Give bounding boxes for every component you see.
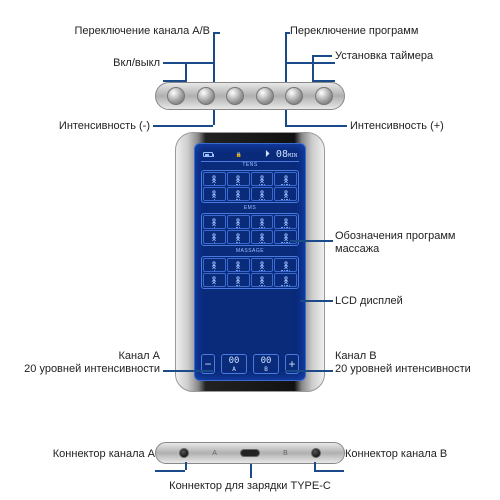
label-channel-b: Канал В 20 уровней интенсивности <box>335 350 495 376</box>
program-cell <box>274 230 297 244</box>
program-cell <box>227 273 250 287</box>
label-connector-a: Коннектор канала А <box>0 448 155 461</box>
program-cell <box>203 258 226 272</box>
lock-icon: 🔒 <box>236 152 242 158</box>
callout-line <box>312 55 332 57</box>
status-bar: 🔒 ⏵ 08MIN <box>201 148 299 162</box>
callout-line <box>285 62 335 64</box>
program-cell <box>227 230 250 244</box>
label-timer-set: Установка таймера <box>335 50 495 63</box>
label-connector-b: Коннектор канала В <box>345 448 500 461</box>
port-label-b: B <box>283 450 288 457</box>
label-programs-switch: Переключение программ <box>290 25 490 38</box>
button-intensity-minus[interactable] <box>197 87 215 105</box>
button-onoff[interactable] <box>167 87 185 105</box>
program-cell <box>203 215 226 229</box>
callout-line <box>285 370 333 372</box>
program-cell <box>227 172 250 186</box>
jack-a[interactable] <box>179 448 189 458</box>
channel-b-box: 00 B <box>253 354 279 374</box>
callout-line <box>290 240 333 242</box>
button-timer[interactable] <box>315 87 333 105</box>
program-cell <box>274 273 297 287</box>
callout-line <box>185 462 187 470</box>
callout-line <box>213 108 215 125</box>
callout-line <box>155 470 185 472</box>
callout-line <box>285 32 287 82</box>
program-cell <box>251 215 274 229</box>
program-cell <box>251 273 274 287</box>
channel-display: − 00 A 00 B + <box>201 352 299 376</box>
bottom-connector-bar: A B <box>155 442 345 464</box>
program-cell <box>203 187 226 201</box>
callout-line <box>300 300 333 302</box>
program-cell <box>203 273 226 287</box>
button-intensity-plus[interactable] <box>285 87 303 105</box>
lcd-screen: 🔒 ⏵ 08MIN TENS EMS MASSAGE − 00 A <box>194 143 306 381</box>
program-cell <box>274 215 297 229</box>
port-label-a: A <box>212 450 217 457</box>
program-cell <box>251 172 274 186</box>
channel-a-box: 00 A <box>221 354 247 374</box>
jack-b[interactable] <box>311 448 321 458</box>
label-intensity-plus: Интенсивность (+) <box>350 120 500 133</box>
grid-tens <box>201 170 299 203</box>
callout-line <box>185 62 187 82</box>
label-massage-programs: Обозначения программ массажа <box>335 230 495 256</box>
section-label-ems: EMS <box>195 205 305 211</box>
label-channel-ab: Переключение канала А/В <box>0 25 210 38</box>
program-cell <box>251 187 274 201</box>
program-cell <box>251 230 274 244</box>
callout-line <box>163 370 213 372</box>
callout-line <box>153 125 213 127</box>
callout-line <box>312 55 314 82</box>
program-cell <box>251 258 274 272</box>
callout-line <box>285 125 347 127</box>
button-channel-ab[interactable] <box>226 87 244 105</box>
program-cell <box>227 215 250 229</box>
battery-icon <box>203 152 213 157</box>
section-label-massage: MASSAGE <box>195 248 305 254</box>
label-lcd: LCD дисплей <box>335 295 495 308</box>
program-cell <box>203 172 226 186</box>
grid-massage <box>201 256 299 289</box>
program-cell <box>203 230 226 244</box>
label-onoff: Вкл/выкл <box>0 57 160 70</box>
usb-c-port[interactable] <box>240 449 260 457</box>
callout-line <box>163 62 213 64</box>
timer-value: ⏵ 08MIN <box>265 149 297 160</box>
program-cell <box>274 258 297 272</box>
label-intensity-minus: Интенсивность (-) <box>0 120 150 133</box>
callout-line <box>314 462 316 470</box>
callout-line <box>314 470 344 472</box>
top-button-bar <box>155 82 345 110</box>
program-cell <box>227 258 250 272</box>
program-cell <box>274 187 297 201</box>
device-body: 🔒 ⏵ 08MIN TENS EMS MASSAGE − 00 A <box>175 132 325 392</box>
callout-line <box>213 32 220 34</box>
label-usbc: Коннектор для зарядки TYPE-C <box>120 480 380 493</box>
grid-ems <box>201 213 299 246</box>
callout-line <box>285 108 287 125</box>
program-cell <box>274 172 297 186</box>
program-cell <box>227 187 250 201</box>
callout-line <box>213 32 215 82</box>
section-label-tens: TENS <box>195 162 305 168</box>
button-programs[interactable] <box>256 87 274 105</box>
callout-line <box>250 464 252 478</box>
label-channel-a: Канал А 20 уровней интенсивности <box>0 350 160 376</box>
